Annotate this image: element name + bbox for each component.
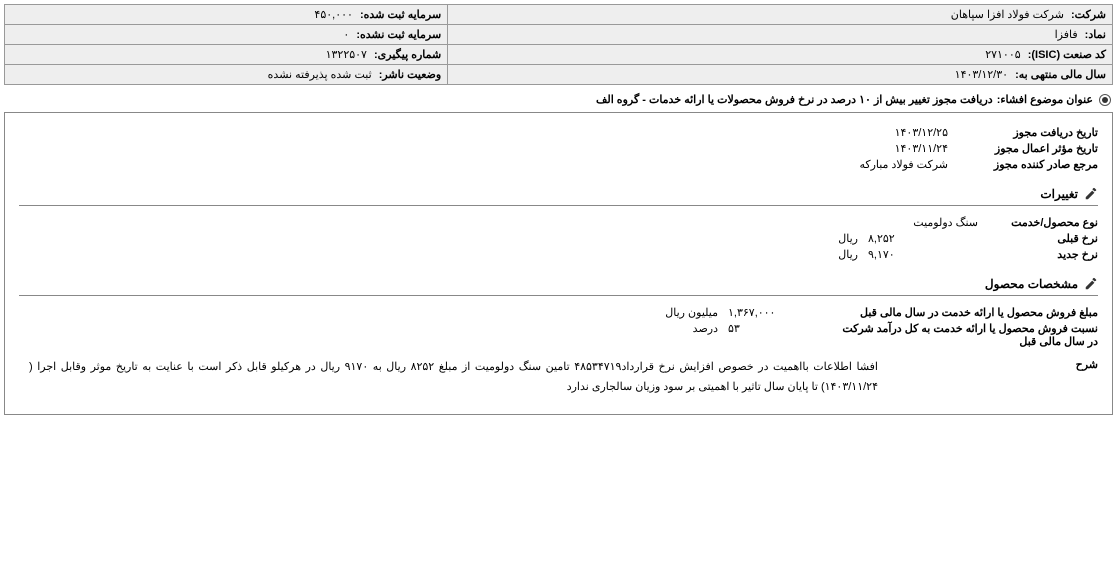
desc-row: شرح افشا اطلاعات بااهمیت در خصوص افزایش … bbox=[19, 358, 1098, 398]
company-label: شرکت: bbox=[1071, 9, 1106, 21]
status-value: ثبت شده پذیرفته نشده bbox=[268, 69, 372, 81]
new-rate-value: ۹,۱۷۰ bbox=[868, 248, 978, 261]
fy-label: سال مالی منتهی به: bbox=[1015, 69, 1106, 81]
permit-block: تاریخ دریافت مجوز ۱۴۰۳/۱۲/۲۵ تاریخ مؤثر … bbox=[19, 126, 1098, 171]
prev-sales-value: ۱,۳۶۷,۰۰۰ bbox=[728, 306, 838, 319]
symbol-label: نماد: bbox=[1085, 29, 1106, 41]
spec-block: مبلغ فروش محصول یا ارائه خدمت در سال مال… bbox=[19, 306, 1098, 398]
spec-section-title: مشخصات محصول bbox=[19, 277, 1098, 291]
ratio-row: نسبت فروش محصول یا ارائه خدمت به کل درآم… bbox=[19, 322, 1098, 348]
capital-reg-cell: سرمایه ثبت شده: ۴۵۰,۰۰۰ bbox=[5, 5, 448, 25]
fy-cell: سال مالی منتهی به: ۱۴۰۳/۱۲/۳۰ bbox=[448, 65, 1113, 85]
edit-icon bbox=[1084, 187, 1098, 201]
spec-title-text: مشخصات محصول bbox=[985, 277, 1078, 291]
disclosure-title-row: عنوان موضوع افشاء: دریافت مجوز تغییر بیش… bbox=[6, 93, 1111, 106]
symbol-value: فافزا bbox=[1055, 29, 1078, 41]
new-rate-unit: ریال bbox=[838, 248, 858, 261]
spec-hr bbox=[19, 295, 1098, 296]
permit-eff-date-value: ۱۴۰۳/۱۱/۲۴ bbox=[895, 142, 948, 155]
main-box: تاریخ دریافت مجوز ۱۴۰۳/۱۲/۲۵ تاریخ مؤثر … bbox=[4, 112, 1113, 415]
product-type-row: نوع محصول/خدمت سنگ دولومیت bbox=[19, 216, 1098, 229]
changes-hr bbox=[19, 205, 1098, 206]
new-rate-row: نرخ جدید ۹,۱۷۰ ریال bbox=[19, 248, 1098, 261]
changes-title-text: تغییرات bbox=[1040, 187, 1078, 201]
ratio-label: نسبت فروش محصول یا ارائه خدمت به کل درآم… bbox=[838, 322, 1098, 348]
permit-recv-date-label: تاریخ دریافت مجوز bbox=[948, 126, 1098, 139]
product-type-value: سنگ دولومیت bbox=[868, 216, 978, 229]
isic-value: ۲۷۱۰۰۵ bbox=[985, 49, 1020, 61]
permit-issuer-row: مرجع صادر کننده مجوز شرکت فولاد مبارکه bbox=[19, 158, 1098, 171]
company-value: شرکت فولاد افزا سپاهان bbox=[951, 9, 1064, 21]
status-label: وضعیت ناشر: bbox=[379, 69, 442, 81]
capital-reg-label: سرمایه ثبت شده: bbox=[360, 9, 441, 21]
capital-reg-value: ۴۵۰,۰۰۰ bbox=[314, 9, 353, 21]
permit-eff-date-label: تاریخ مؤثر اعمال مجوز bbox=[948, 142, 1098, 155]
desc-label: شرح bbox=[878, 358, 1098, 371]
tracking-cell: شماره پیگیری: ۱۳۲۲۵۰۷ bbox=[5, 45, 448, 65]
changes-block: نوع محصول/خدمت سنگ دولومیت نرخ قبلی ۸,۲۵… bbox=[19, 216, 1098, 261]
prev-sales-label: مبلغ فروش محصول یا ارائه خدمت در سال مال… bbox=[838, 306, 1098, 319]
product-type-label: نوع محصول/خدمت bbox=[978, 216, 1098, 229]
capital-unreg-label: سرمایه ثبت نشده: bbox=[356, 29, 441, 41]
changes-section-title: تغییرات bbox=[19, 187, 1098, 201]
old-rate-row: نرخ قبلی ۸,۲۵۲ ریال bbox=[19, 232, 1098, 245]
prev-sales-unit: میلیون ریال bbox=[665, 306, 718, 319]
prev-sales-row: مبلغ فروش محصول یا ارائه خدمت در سال مال… bbox=[19, 306, 1098, 319]
old-rate-value: ۸,۲۵۲ bbox=[868, 232, 978, 245]
permit-recv-date-value: ۱۴۰۳/۱۲/۲۵ bbox=[895, 126, 948, 139]
company-cell: شرکت: شرکت فولاد افزا سپاهان bbox=[448, 5, 1113, 25]
old-rate-label: نرخ قبلی bbox=[978, 232, 1098, 245]
capital-unreg-cell: سرمایه ثبت نشده: ۰ bbox=[5, 25, 448, 45]
tracking-value: ۱۳۲۲۵۰۷ bbox=[326, 49, 367, 61]
new-rate-label: نرخ جدید bbox=[978, 248, 1098, 261]
permit-issuer-value: شرکت فولاد مبارکه bbox=[859, 158, 948, 171]
capital-unreg-value: ۰ bbox=[343, 29, 349, 41]
permit-eff-date-row: تاریخ مؤثر اعمال مجوز ۱۴۰۳/۱۱/۲۴ bbox=[19, 142, 1098, 155]
status-cell: وضعیت ناشر: ثبت شده پذیرفته نشده bbox=[5, 65, 448, 85]
disclosure-title-value: دریافت مجوز تغییر بیش از ۱۰ درصد در نرخ … bbox=[596, 93, 993, 106]
ratio-value: ۵۳ bbox=[728, 322, 838, 335]
permit-recv-date-row: تاریخ دریافت مجوز ۱۴۰۳/۱۲/۲۵ bbox=[19, 126, 1098, 139]
fy-value: ۱۴۰۳/۱۲/۳۰ bbox=[955, 69, 1008, 81]
tracking-label: شماره پیگیری: bbox=[374, 49, 441, 61]
ratio-unit: درصد bbox=[693, 322, 718, 335]
desc-value: افشا اطلاعات بااهمیت در خصوص افزایش نرخ … bbox=[19, 358, 878, 398]
isic-label: کد صنعت (ISIC): bbox=[1028, 49, 1106, 61]
header-table: شرکت: شرکت فولاد افزا سپاهان سرمایه ثبت … bbox=[4, 4, 1113, 85]
old-rate-unit: ریال bbox=[838, 232, 858, 245]
permit-issuer-label: مرجع صادر کننده مجوز bbox=[948, 158, 1098, 171]
radio-icon bbox=[1099, 94, 1111, 106]
isic-cell: کد صنعت (ISIC): ۲۷۱۰۰۵ bbox=[448, 45, 1113, 65]
disclosure-title-label: عنوان موضوع افشاء: bbox=[997, 93, 1093, 106]
symbol-cell: نماد: فافزا bbox=[448, 25, 1113, 45]
edit-icon bbox=[1084, 277, 1098, 291]
